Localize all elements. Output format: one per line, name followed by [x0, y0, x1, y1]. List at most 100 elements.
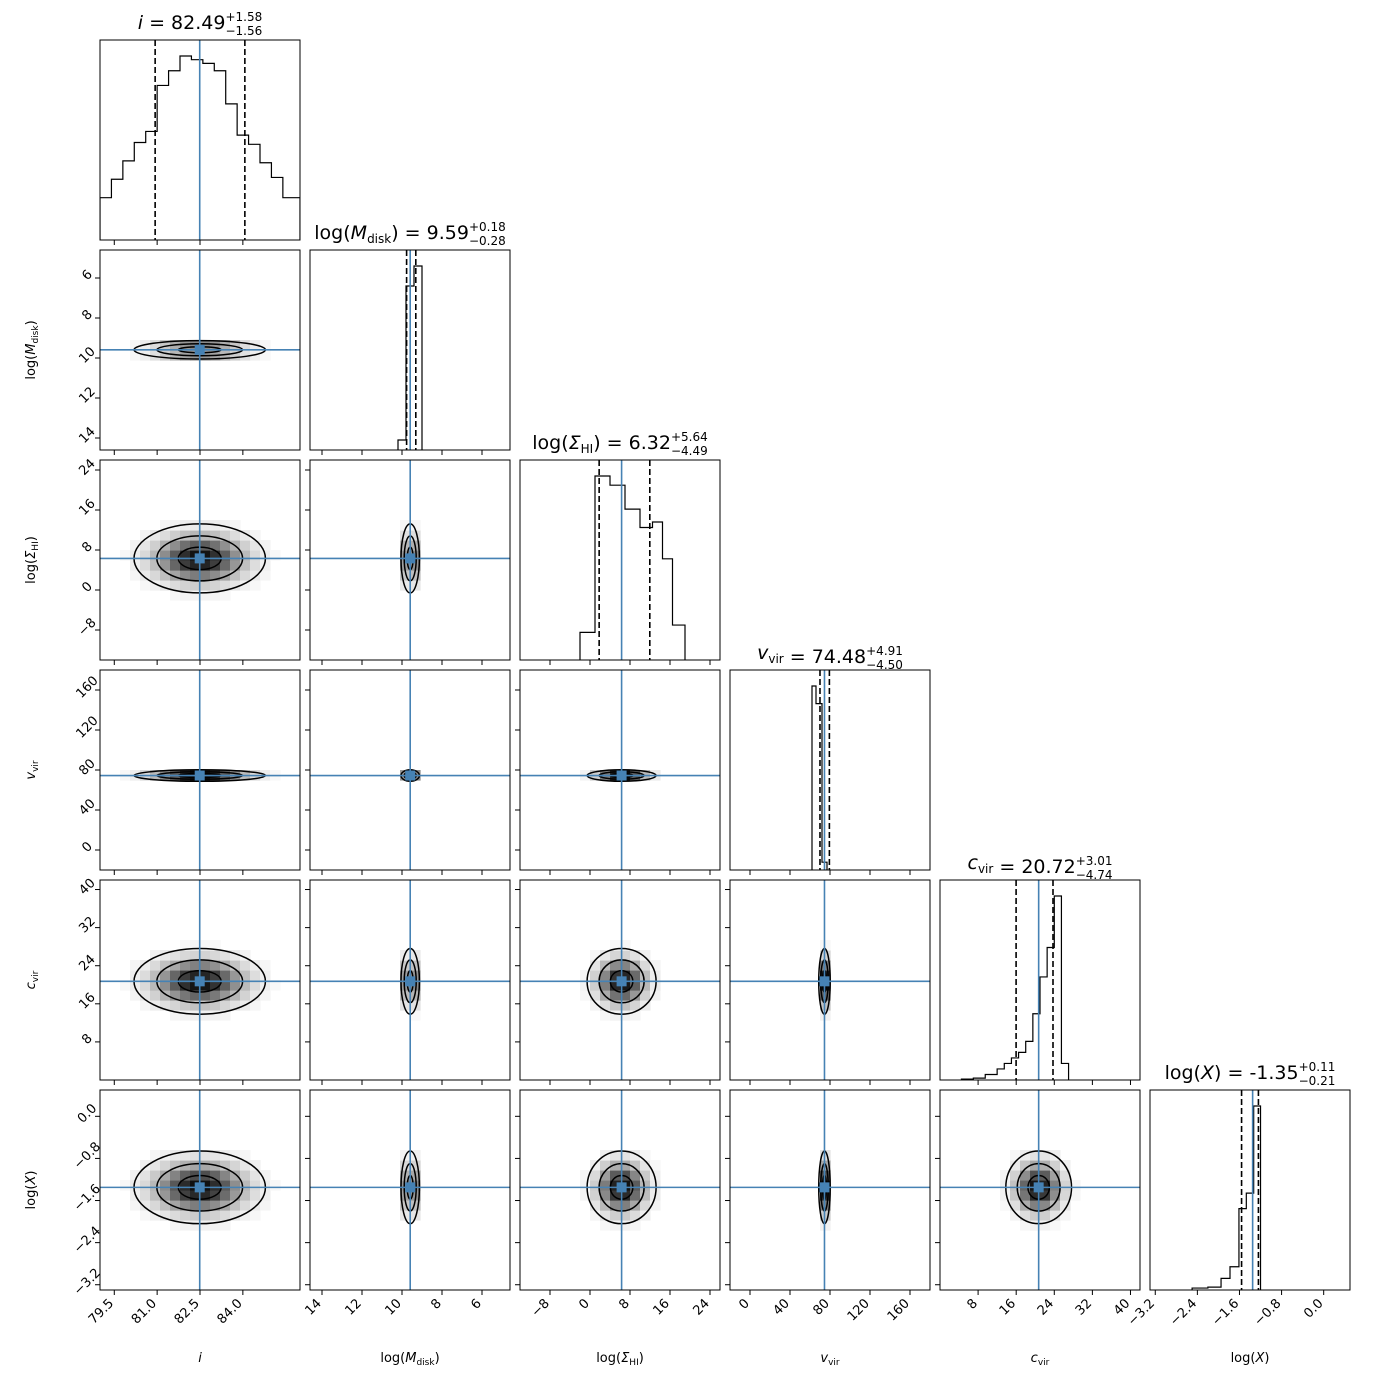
density-cell — [140, 570, 151, 581]
density-cell — [1050, 1180, 1061, 1191]
density-cell — [230, 980, 241, 991]
density-cell — [1030, 1200, 1041, 1211]
histogram-panel-5: log(X) = -1.35+0.11 −0.21 −3.2 −2.4 −1.6 −0.8… — [1125, 1060, 1351, 1329]
histogram-panel-0: i = 82.49+1.58 −1.56 — [99, 10, 301, 245]
label-suffix: ) — [24, 1171, 39, 1176]
panel-content — [100, 40, 300, 240]
density-cell — [120, 980, 131, 991]
density-cell — [1020, 1180, 1031, 1191]
y-tick-label: 14 — [76, 424, 98, 446]
density-cell — [200, 980, 211, 991]
panel-content — [520, 670, 720, 870]
contour-panel-2-1 — [305, 459, 511, 665]
x-tick-label: 0 — [576, 1296, 592, 1312]
density-cell — [620, 1210, 631, 1221]
density-cell — [260, 350, 271, 361]
density-cell — [240, 990, 251, 1001]
x-tick-label: 84.0 — [215, 1296, 246, 1327]
density-cell — [140, 1210, 151, 1221]
density-cell — [180, 340, 191, 351]
panel-title: i = 82.49+1.58 −1.56 — [138, 10, 262, 38]
density-cell — [180, 530, 191, 541]
density-cell — [1020, 1160, 1031, 1171]
density-cell — [170, 1200, 181, 1211]
density-cell — [210, 530, 221, 541]
density-cell — [230, 1000, 241, 1011]
x-tick-label: 12 — [343, 1296, 365, 1318]
panel-content — [100, 670, 300, 870]
density-cell — [180, 590, 191, 601]
density-cell — [1050, 1170, 1061, 1181]
density-cell — [400, 1200, 411, 1211]
contour-panel-4-1 — [305, 879, 511, 1085]
density-cell — [650, 990, 661, 1001]
density-cell — [250, 1210, 261, 1221]
density-cell — [580, 1190, 591, 1201]
title-subscript: vir — [768, 652, 783, 666]
density-cell — [1010, 1210, 1021, 1221]
density-cell — [200, 590, 211, 601]
y-axis-label-5: log(X) — [24, 1171, 39, 1210]
density-cell — [150, 340, 161, 351]
label-subscript: HI — [31, 541, 41, 550]
density-cell — [170, 970, 181, 981]
density-cell — [150, 530, 161, 541]
density-cell — [590, 1200, 601, 1211]
density-cell — [260, 1170, 271, 1181]
title-equals: = — [1221, 1062, 1249, 1084]
density-cell — [620, 1170, 631, 1181]
density-cell — [140, 1190, 151, 1201]
panel-content — [100, 460, 300, 660]
contour-panel-5-4: 8 16 24 32 40 — [935, 1089, 1141, 1319]
density-cell — [590, 980, 601, 991]
density-cell — [140, 960, 151, 971]
y-tick-label: −0.8 — [71, 1139, 104, 1172]
y-tick-label: 0.0 — [75, 1101, 100, 1126]
x-axis-label-3: vvir — [820, 1351, 840, 1368]
density-cell — [230, 950, 241, 961]
label-prefix: log( — [596, 1351, 621, 1366]
density-cell — [220, 1200, 231, 1211]
title-subscript: disk — [367, 232, 391, 246]
x-tick-label: 8 — [964, 1296, 980, 1312]
density-cell — [130, 340, 141, 351]
contour-panel-4-0: 8 16 24 32 40 — [76, 876, 301, 1085]
density-cell — [220, 1180, 231, 1191]
title-lower-error: −1.56 — [225, 24, 262, 38]
density-cell — [150, 1170, 161, 1181]
histogram-step — [811, 685, 828, 870]
title-suffix: ) — [593, 432, 600, 454]
density-cell — [140, 970, 151, 981]
title-upper-error: +0.18 — [469, 220, 506, 234]
contour-panel-4-2 — [515, 879, 721, 1085]
y-axis-label-3: vvir — [24, 760, 41, 780]
density-cell — [200, 1150, 211, 1161]
density-cell — [610, 1170, 621, 1181]
density-cell — [180, 1150, 191, 1161]
title-prefix: log( — [1165, 1062, 1201, 1084]
density-cell — [160, 980, 171, 991]
density-cell — [130, 550, 141, 561]
density-cell — [210, 1210, 221, 1221]
density-cell — [400, 560, 411, 571]
title-equals: = — [143, 12, 171, 34]
density-cell — [590, 970, 601, 981]
density-cell — [1050, 1190, 1061, 1201]
density-cell — [600, 1190, 611, 1201]
density-cell — [590, 1170, 601, 1181]
density-cell — [130, 350, 141, 361]
density-cell — [170, 1160, 181, 1171]
y-tick-label: −8 — [75, 615, 99, 639]
density-cell — [180, 560, 191, 571]
density-cell — [160, 970, 171, 981]
density-cell — [580, 1170, 591, 1181]
panel-title: cvir = 20.72+3.01 −4.74 — [967, 852, 1112, 882]
panel-title: log(Mdisk) = 9.59+0.18 −0.28 — [314, 220, 505, 248]
y-tick-label: 8 — [79, 1031, 95, 1047]
title-upper-error: +4.91 — [866, 644, 903, 658]
contour-panel-3-0: 0 40 80 120 160 — [73, 669, 301, 875]
label-symbol: M — [24, 344, 39, 355]
density-cell — [640, 1150, 651, 1161]
density-cell — [630, 980, 641, 991]
density-cell — [190, 990, 201, 1001]
